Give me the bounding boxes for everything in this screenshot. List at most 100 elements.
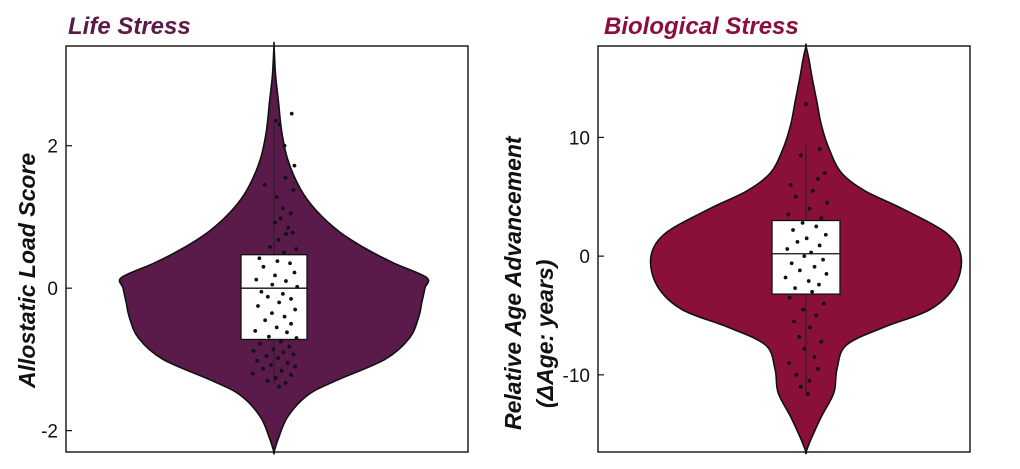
data-point bbox=[293, 364, 298, 369]
data-point bbox=[805, 391, 810, 396]
data-point bbox=[281, 350, 286, 355]
data-point bbox=[810, 188, 815, 193]
chart-panel-biological-stress: Biological Stress Relative Age Advanceme… bbox=[490, 0, 1020, 469]
data-point bbox=[794, 372, 799, 377]
data-point bbox=[259, 289, 264, 294]
data-point bbox=[255, 358, 260, 363]
data-point bbox=[277, 122, 282, 127]
data-point bbox=[270, 311, 274, 316]
data-point bbox=[793, 194, 798, 199]
data-point bbox=[280, 206, 285, 211]
data-point bbox=[825, 200, 830, 205]
data-point bbox=[277, 300, 282, 305]
data-point bbox=[802, 346, 807, 351]
data-point bbox=[291, 352, 296, 357]
data-point bbox=[288, 261, 292, 266]
data-point bbox=[278, 339, 283, 344]
data-point bbox=[250, 371, 255, 376]
data-point bbox=[277, 384, 282, 389]
data-point bbox=[804, 102, 808, 107]
data-point bbox=[278, 216, 283, 221]
violin-plot-life-stress: -2 0 2 bbox=[41, 41, 469, 455]
data-point bbox=[273, 273, 277, 278]
plot-frame bbox=[65, 45, 469, 453]
y-tick-label: 10 bbox=[569, 128, 590, 149]
data-point bbox=[814, 313, 819, 318]
data-point bbox=[812, 355, 817, 359]
data-point bbox=[285, 330, 289, 335]
box-iqr bbox=[771, 219, 841, 295]
data-point bbox=[284, 232, 288, 236]
plot-frame bbox=[597, 45, 971, 453]
data-point bbox=[273, 118, 278, 123]
data-point bbox=[283, 175, 288, 180]
data-point bbox=[821, 257, 825, 262]
data-point bbox=[269, 363, 273, 368]
data-point bbox=[261, 366, 265, 371]
data-point bbox=[293, 307, 298, 312]
chart-title: Biological Stress bbox=[604, 13, 799, 40]
box-iqr bbox=[240, 254, 308, 341]
data-point bbox=[810, 289, 815, 294]
data-point bbox=[258, 341, 263, 346]
data-point bbox=[787, 295, 792, 300]
data-point bbox=[787, 361, 791, 365]
data-point bbox=[289, 373, 293, 377]
data-point bbox=[798, 384, 803, 389]
data-point bbox=[801, 307, 806, 312]
data-point bbox=[268, 244, 272, 249]
data-point bbox=[809, 250, 814, 255]
data-point bbox=[798, 153, 803, 158]
data-point bbox=[294, 336, 299, 340]
data-point bbox=[819, 339, 824, 344]
data-point bbox=[814, 224, 819, 229]
chart-panel-life-stress: Life Stress Allostatic Load Score -2 0 2 bbox=[0, 0, 470, 469]
data-point bbox=[266, 334, 271, 339]
data-point bbox=[290, 230, 295, 235]
data-point bbox=[276, 356, 280, 360]
data-point bbox=[795, 239, 800, 244]
data-point bbox=[812, 264, 817, 269]
data-point bbox=[265, 294, 270, 299]
data-point bbox=[287, 344, 292, 349]
data-point bbox=[292, 270, 297, 275]
data-point bbox=[800, 220, 805, 225]
data-point bbox=[797, 334, 802, 339]
data-point bbox=[292, 163, 297, 168]
data-point bbox=[788, 182, 793, 187]
data-point bbox=[816, 367, 820, 371]
data-point bbox=[282, 143, 287, 148]
data-point bbox=[786, 212, 791, 217]
data-point bbox=[806, 279, 811, 283]
data-point bbox=[821, 301, 826, 306]
data-point bbox=[263, 318, 268, 323]
data-point bbox=[284, 279, 288, 283]
data-point bbox=[288, 211, 293, 216]
data-point bbox=[797, 268, 802, 273]
data-point bbox=[274, 325, 279, 330]
y-tick-label: -10 bbox=[563, 366, 590, 387]
data-point bbox=[783, 275, 788, 280]
data-point bbox=[273, 376, 278, 380]
chart-title: Life Stress bbox=[68, 13, 191, 40]
data-point bbox=[262, 182, 267, 187]
data-point bbox=[279, 368, 284, 373]
data-point bbox=[256, 304, 260, 308]
data-point bbox=[823, 232, 828, 237]
data-point bbox=[824, 272, 829, 276]
data-point bbox=[281, 250, 286, 255]
data-point bbox=[804, 236, 809, 241]
data-point bbox=[289, 321, 293, 326]
data-point bbox=[274, 195, 279, 199]
data-point bbox=[254, 277, 259, 282]
data-point bbox=[280, 291, 285, 296]
data-point bbox=[789, 261, 794, 266]
data-point bbox=[265, 378, 270, 383]
data-point bbox=[802, 254, 807, 259]
data-point bbox=[291, 187, 296, 192]
data-point bbox=[261, 264, 266, 269]
data-point bbox=[273, 220, 277, 225]
data-point bbox=[289, 111, 294, 116]
data-point bbox=[286, 225, 291, 230]
data-point bbox=[282, 314, 287, 319]
